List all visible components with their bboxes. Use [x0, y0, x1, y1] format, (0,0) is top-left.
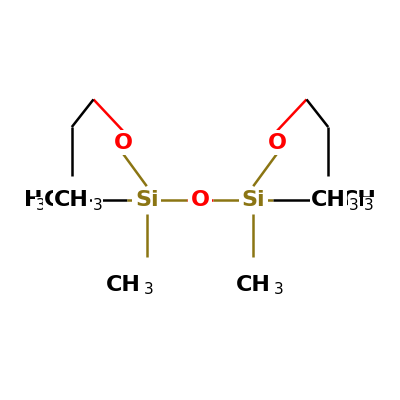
Text: CH: CH — [236, 275, 271, 295]
Text: 3: 3 — [93, 198, 102, 213]
Text: O: O — [190, 190, 210, 210]
Text: Si: Si — [242, 190, 265, 210]
Text: CH: CH — [54, 190, 89, 210]
Text: Si: Si — [135, 190, 158, 210]
Text: O: O — [190, 190, 210, 210]
Text: CH: CH — [106, 275, 140, 295]
Text: H: H — [24, 190, 43, 210]
Text: O: O — [268, 133, 286, 153]
Text: 3: 3 — [36, 198, 45, 213]
Text: 3: 3 — [144, 282, 154, 298]
Text: 3: 3 — [364, 198, 374, 213]
Text: O: O — [268, 133, 286, 153]
Text: 3: 3 — [274, 282, 284, 298]
Text: C: C — [44, 190, 60, 210]
Text: 3: 3 — [349, 198, 359, 213]
Text: CH: CH — [311, 190, 346, 210]
Text: O: O — [114, 133, 132, 153]
Text: Si: Si — [242, 190, 265, 210]
Text: Si: Si — [135, 190, 158, 210]
Text: CH: CH — [342, 190, 377, 210]
Text: O: O — [114, 133, 132, 153]
